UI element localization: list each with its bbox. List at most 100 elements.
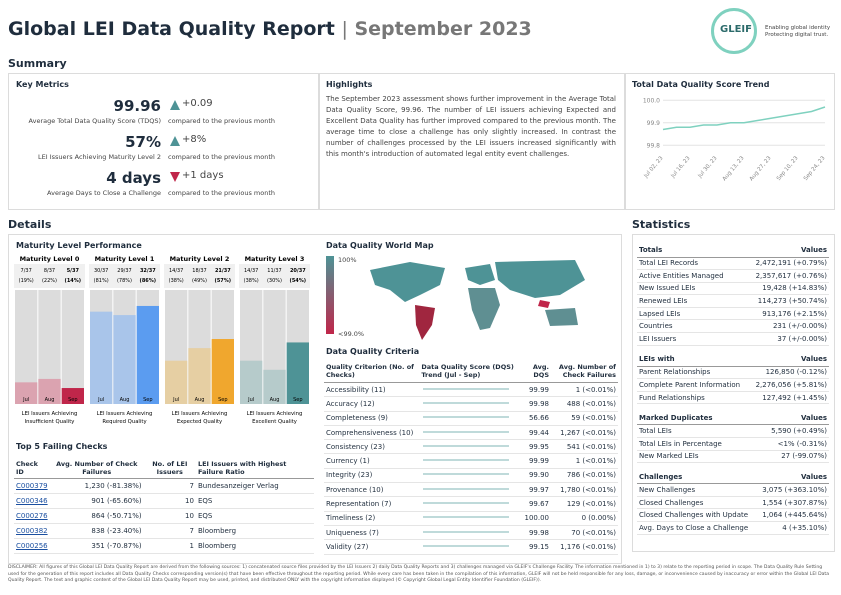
stat-label: Avg. Days to Close a Challenge [639,523,749,532]
fraction: 8/37 [44,268,55,274]
stat-label: New Marked LEIs [639,452,699,461]
table-row: C000382 838 (-23.40%) 7 Bloomberg [14,524,314,539]
stat-value: 231 (+/-0.00%) [772,322,827,331]
trend-line [662,106,826,131]
bar [188,348,211,404]
x-tick-label: Jul 02, 23 [643,155,665,180]
bar [165,360,188,404]
sparkline [423,445,510,447]
check-id-link[interactable]: C000379 [16,482,48,490]
title: Global LEI Data Quality Report [8,18,335,40]
month-label: Aug [45,397,55,403]
details-box [8,234,622,564]
percent-label: (57%) [215,278,232,284]
trend-cell [419,454,521,468]
cell: 7 [189,527,194,535]
metric-change: +0.09 [182,98,213,109]
stat-label: Lapsed LEIs [639,309,681,318]
cell: 10 [185,497,194,505]
table-row: Provenance (10) 99.97 1,780 (<0.01%) [324,483,618,497]
fraction: 11/37 [267,268,281,274]
month-label: Aug [270,397,280,403]
statistics-table: Totals Values Total LEI Records 2,472,191 (… [637,244,829,535]
logo-tagline: Enabling global identity [765,25,831,31]
check-id-link[interactable]: C000276 [16,512,48,520]
check-id-link[interactable]: C000346 [16,497,48,505]
level-name: Maturity Level 0 [20,255,80,263]
key-metrics-box [8,73,320,210]
metric-note: compared to the previous month [168,153,275,161]
fraction: 7/37 [21,268,32,274]
month-label: Aug [195,397,205,403]
cell: 351 (-70.87%) [91,542,142,550]
sparkline [423,473,510,475]
level-header [239,264,310,288]
stat-row: Active Entities Managed 2,357,617 (+0.76%… [637,270,829,283]
avg-dqs: 99.98 [528,528,550,537]
stat-row: New Marked LEIs 27 (-99.07%) [637,450,829,463]
level-caption: LEI Issuers Achieving Excellent Quality [247,411,303,425]
table-row: Comprehensiveness (10) 99.44 1,267 (<0.01%… [324,425,618,440]
check-failures: 488 (<0.01%) [566,399,616,408]
group-header: LEIs with Values [637,353,829,367]
header-row: Quality Criterion (No. of Checks) Data Qu… [324,360,618,383]
check-failures: 129 (<0.01%) [566,500,616,509]
column-header: Data Quality Score (DQS) Trend (Jul - Se… [421,363,514,379]
trend-cell [419,540,521,554]
cell: Bloomberg [197,542,237,550]
continent [538,300,550,308]
x-tick-label: Aug 13, 23 [722,155,746,182]
stat-row: Total LEIs 5,590 (+0.49%) [637,425,829,438]
avg-dqs: 99.95 [528,442,550,451]
avg-dqs: 99.98 [528,399,550,408]
criterion: Completeness (9) [326,414,388,423]
stat-value: 37 (+/-0.00%) [777,334,827,343]
highlights-text: The September 2023 assessment shows furt… [326,95,616,158]
logo-ring: GLEIF [711,8,757,54]
column-header: Avg. Number of Check Failures [56,460,138,476]
check-id-link[interactable]: C000256 [16,542,48,550]
stat-label: Countries [639,322,673,331]
percent-label: (54%) [290,278,307,284]
month-label: Sep [68,397,77,403]
month-label: Jul [172,397,179,403]
trend-cell [419,525,521,539]
sparkline [423,516,510,518]
cell: 10 [185,512,194,520]
stat-label: Closed Challenges with Update [639,511,749,520]
metric-note: compared to the previous month [168,117,275,125]
cell: 864 (-50.71%) [91,512,142,520]
fraction: 30/37 [94,268,108,274]
x-tick-label: Jul 30, 23 [697,155,719,180]
check-id-link[interactable]: C000382 [16,527,48,535]
stat-label: Active Entities Managed [639,271,724,280]
check-failures: 70 (<0.01%) [571,528,616,537]
box-title: Top 5 Failing Checks [16,442,108,451]
metric-value: 57% [125,133,161,151]
statistics-box [632,234,835,552]
map-legend [326,256,334,334]
percent-label: (38%) [169,278,184,284]
logo-tagline: Protecting digital trust. [765,32,829,38]
group-header: Totals Values [637,244,829,257]
stat-label: New Issued LEIs [639,284,696,293]
top-checks-table: Check ID Avg. Number of Check Failures No.… [14,458,314,554]
bar [240,360,263,404]
percent-label: (30%) [267,278,282,284]
change-arrow [170,136,180,146]
stat-value: 3,075 (+363.10%) [762,486,827,495]
fraction: 32/37 [140,268,156,274]
continent [468,288,500,330]
logo-text: GLEIF [720,24,752,35]
month-label: Sep [218,397,227,403]
stat-label: Parent Relationships [639,368,711,377]
stat-label: LEI Issuers [639,334,677,343]
sparkline [423,459,510,461]
stat-row: LEI Issuers 37 (+/-0.00%) [637,333,829,346]
spacer [637,345,829,353]
avg-dqs: 56.66 [528,414,550,423]
bar [211,339,234,404]
check-failures: 1,780 (<0.01%) [560,485,616,494]
sparkline [423,545,510,547]
avg-dqs: 99.44 [528,428,550,437]
